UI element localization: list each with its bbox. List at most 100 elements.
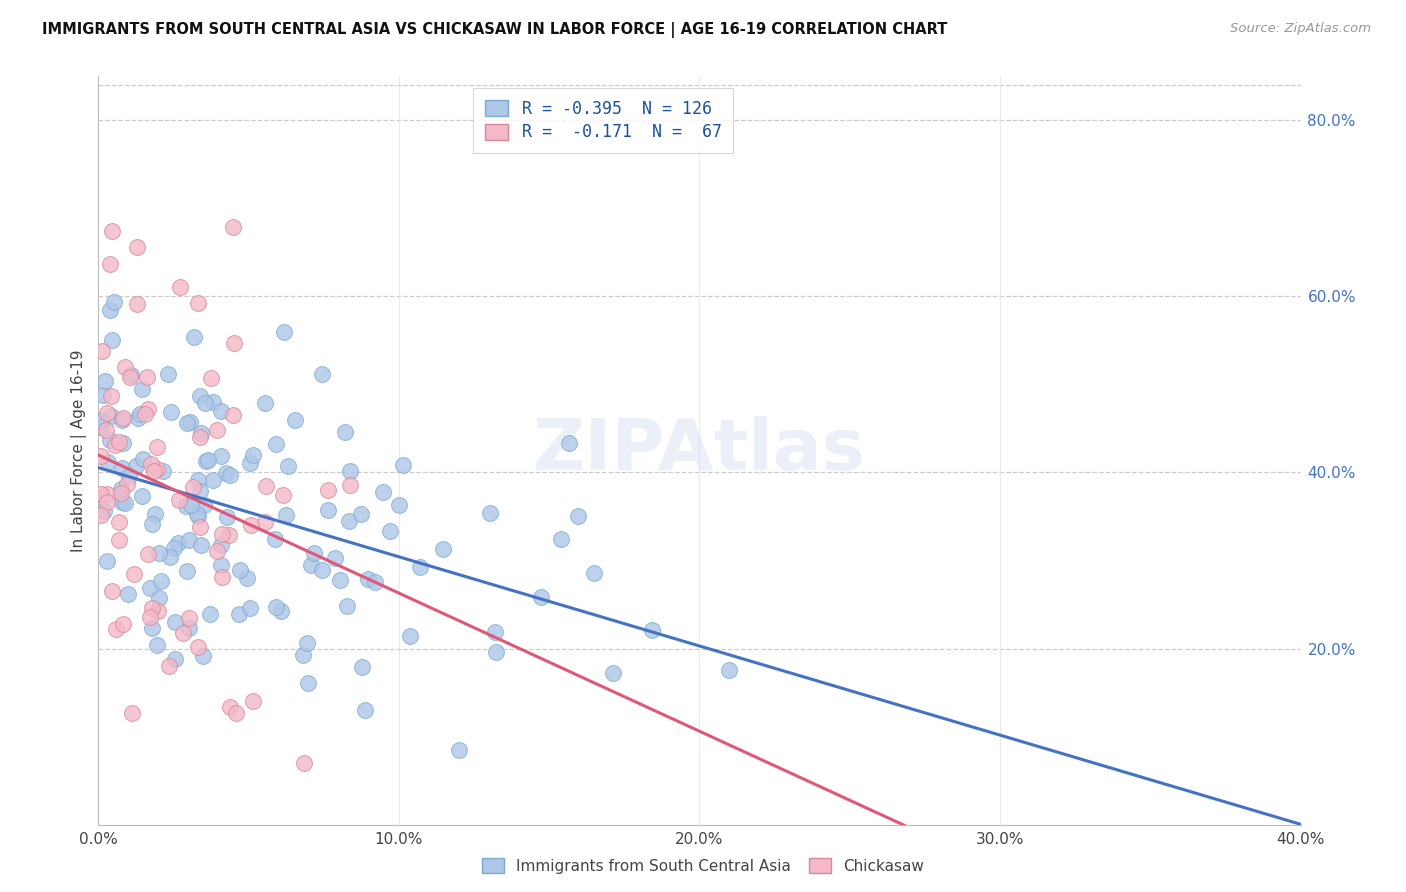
Point [157, 659, 180, 673]
Point [194, 396, 217, 410]
Point [198, 607, 221, 621]
Point [141, 601, 163, 615]
Point [110, 486, 132, 500]
Point [125, 240, 148, 254]
Point [167, 492, 190, 507]
Point [316, 503, 339, 517]
Point [118, 370, 141, 384]
Point [399, 629, 422, 643]
Point [254, 479, 277, 493]
Point [96, 406, 118, 420]
Point [209, 537, 232, 551]
Point [236, 571, 259, 585]
Point [165, 652, 187, 666]
Point [105, 622, 128, 636]
Point [96, 495, 118, 509]
Point [115, 476, 138, 491]
Point [209, 558, 232, 572]
Point [200, 371, 222, 385]
Point [291, 648, 314, 662]
Point [146, 604, 169, 618]
Point [225, 706, 247, 721]
Point [152, 464, 174, 478]
Point [211, 527, 233, 541]
Point [205, 544, 228, 558]
Point [350, 507, 373, 521]
Point [188, 483, 211, 498]
Point [101, 224, 124, 238]
Point [121, 706, 143, 720]
Point [138, 401, 160, 416]
Point [485, 645, 508, 659]
Point [149, 574, 172, 588]
Point [219, 700, 242, 714]
Point [91, 387, 114, 401]
Point [110, 482, 132, 496]
Point [215, 466, 238, 480]
Point [100, 409, 122, 423]
Point [222, 220, 245, 235]
Point [90, 486, 112, 500]
Point [432, 541, 454, 556]
Point [264, 532, 287, 546]
Point [228, 607, 250, 621]
Point [94, 424, 117, 438]
Point [148, 546, 170, 560]
Point [111, 460, 134, 475]
Point [299, 558, 322, 572]
Point [176, 417, 198, 431]
Point [177, 611, 200, 625]
Point [111, 436, 134, 450]
Point [141, 457, 163, 471]
Point [91, 343, 114, 358]
Point [98, 433, 121, 447]
Point [94, 374, 117, 388]
Point [350, 660, 373, 674]
Point [218, 527, 240, 541]
Point [100, 333, 122, 347]
Point [550, 533, 572, 547]
Point [378, 524, 401, 538]
Point [146, 638, 169, 652]
Point [107, 533, 129, 548]
Point [602, 665, 624, 680]
Point [557, 436, 579, 450]
Point [409, 559, 432, 574]
Point [388, 498, 411, 512]
Y-axis label: In Labor Force | Age 16-19: In Labor Force | Age 16-19 [72, 349, 87, 552]
Point [193, 498, 215, 512]
Point [297, 676, 319, 690]
Point [93, 504, 115, 518]
Point [143, 464, 166, 478]
Point [111, 495, 134, 509]
Point [302, 546, 325, 560]
Point [484, 624, 506, 639]
Point [240, 518, 263, 533]
Text: ZIPAtlas: ZIPAtlas [533, 416, 866, 485]
Point [264, 437, 287, 451]
Point [188, 520, 211, 534]
Point [364, 575, 387, 590]
Point [187, 640, 209, 654]
Point [177, 533, 200, 547]
Point [336, 599, 359, 614]
Point [145, 461, 167, 475]
Point [183, 480, 205, 494]
Point [242, 448, 264, 462]
Point [186, 507, 208, 521]
Point [163, 615, 186, 629]
Point [125, 297, 148, 311]
Point [100, 388, 122, 402]
Point [297, 635, 319, 649]
Point [159, 549, 181, 564]
Point [273, 326, 295, 340]
Point [449, 742, 471, 756]
Point [277, 458, 299, 473]
Text: IMMIGRANTS FROM SOUTH CENTRAL ASIA VS CHICKASAW IN LABOR FORCE | AGE 16-19 CORRE: IMMIGRANTS FROM SOUTH CENTRAL ASIA VS CH… [42, 22, 948, 38]
Point [139, 581, 162, 595]
Point [156, 368, 179, 382]
Point [176, 499, 198, 513]
Point [187, 473, 209, 487]
Point [141, 621, 163, 635]
Point [222, 336, 245, 351]
